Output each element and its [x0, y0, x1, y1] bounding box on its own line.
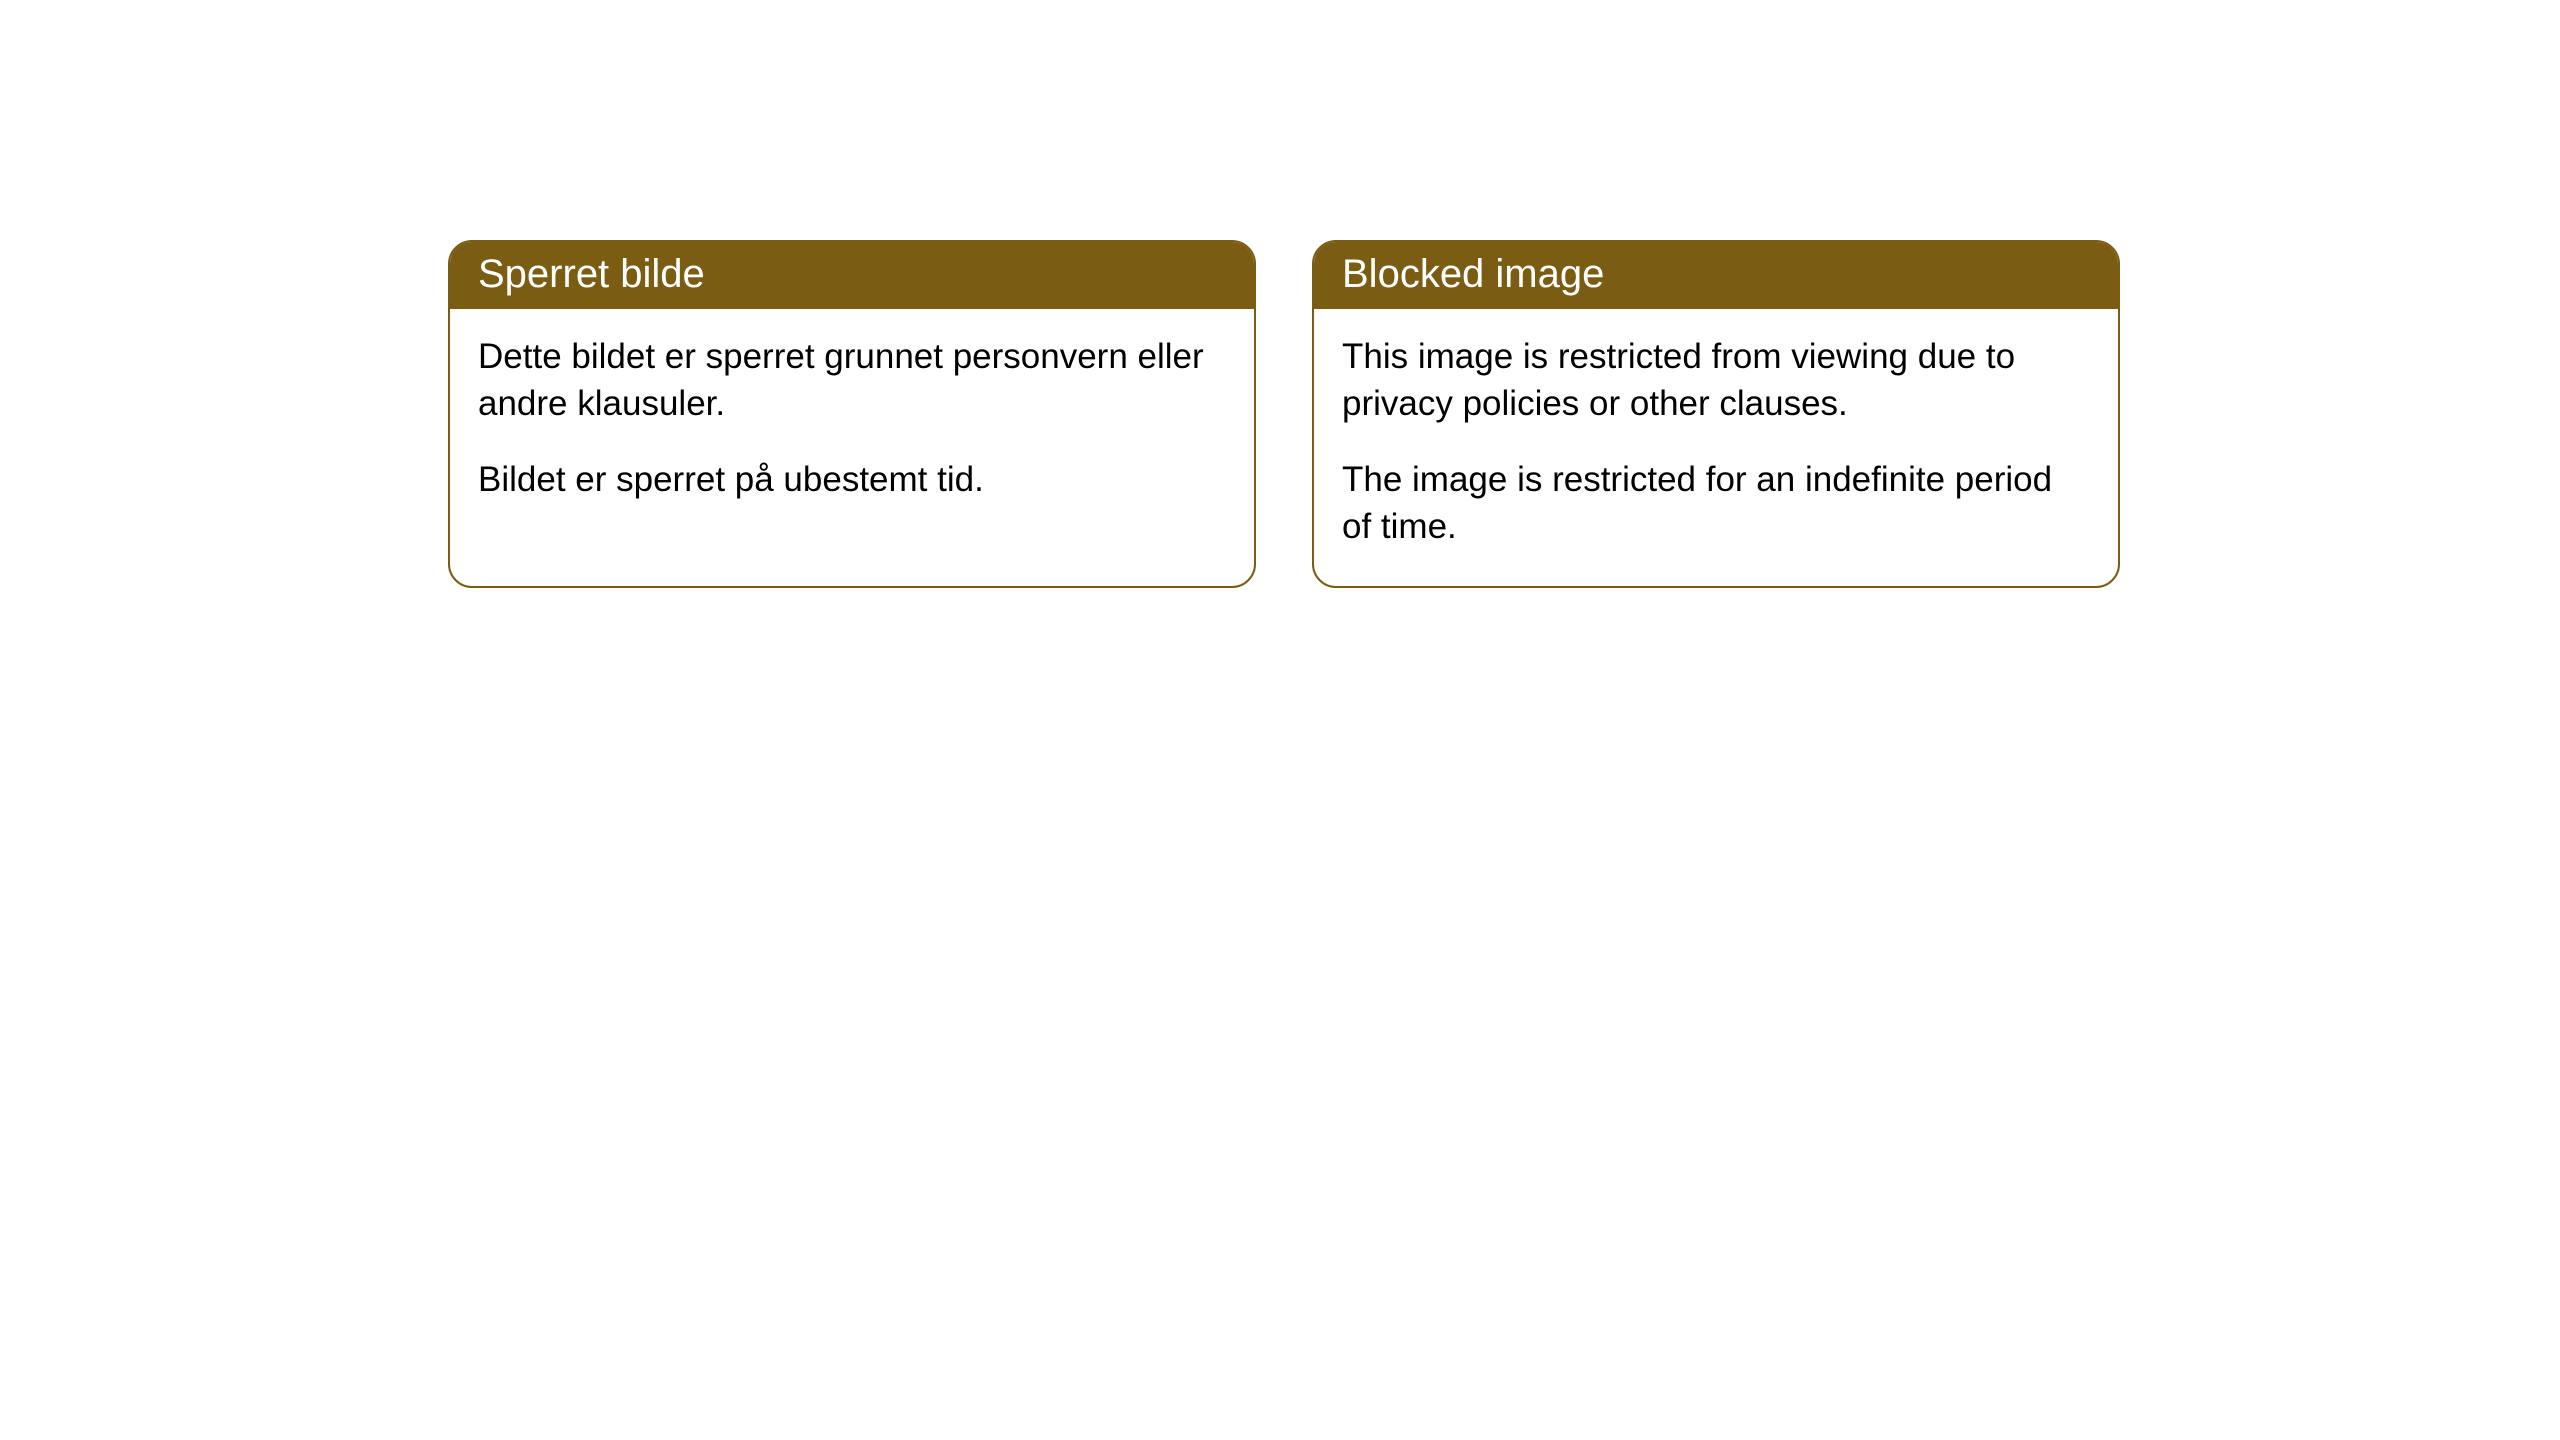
card-body-norwegian: Dette bildet er sperret grunnet personve… — [450, 309, 1254, 539]
card-header-norwegian: Sperret bilde — [450, 242, 1254, 309]
card-paragraph: The image is restricted for an indefinit… — [1342, 456, 2090, 551]
notice-card-english: Blocked image This image is restricted f… — [1312, 240, 2120, 588]
card-paragraph: This image is restricted from viewing du… — [1342, 333, 2090, 428]
card-body-english: This image is restricted from viewing du… — [1314, 309, 2118, 586]
notice-card-norwegian: Sperret bilde Dette bildet er sperret gr… — [448, 240, 1256, 588]
card-title: Sperret bilde — [478, 252, 705, 296]
notice-cards-container: Sperret bilde Dette bildet er sperret gr… — [448, 240, 2120, 588]
card-header-english: Blocked image — [1314, 242, 2118, 309]
card-paragraph: Dette bildet er sperret grunnet personve… — [478, 333, 1226, 428]
card-title: Blocked image — [1342, 252, 1604, 296]
card-paragraph: Bildet er sperret på ubestemt tid. — [478, 456, 1226, 503]
